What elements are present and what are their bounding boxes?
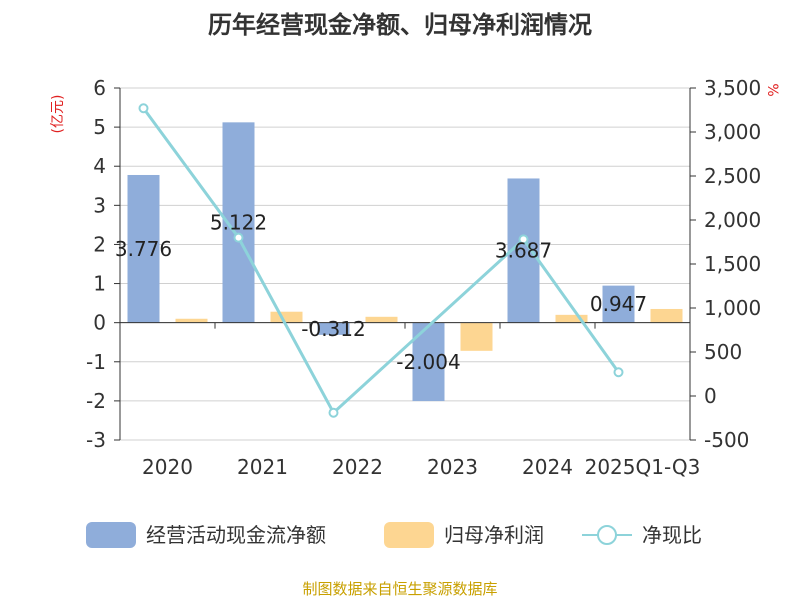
right-axis-unit: % [764,83,780,96]
left-axis-tick-label: -1 [86,350,106,374]
cashflow-data-label: 5.122 [210,211,267,235]
legend-swatch [384,522,434,548]
cashflow-bar [127,174,160,323]
x-axis-tick-label: 2022 [332,455,383,479]
left-axis-tick-label: -2 [86,389,106,413]
left-axis-tick-label: 5 [93,115,106,139]
cashflow-bar [602,285,635,323]
cashflow-data-label: -0.312 [301,317,365,341]
chart-title: 历年经营现金净额、归母净利润情况 [208,11,592,39]
cashflow-data-label: 3.776 [115,237,172,261]
gridlines [120,87,690,441]
right-axis-tick-label: 3,000 [704,120,761,144]
x-axis-tick-label: 2020 [142,455,193,479]
right-axis-tick-label: 0 [704,384,717,408]
net-profit-bar [650,308,683,323]
right-axis-tick-label: -500 [704,428,749,452]
net-profit-bar [270,311,303,323]
legend-label: 经营活动现金流净额 [146,523,326,547]
cashflow-bar [317,322,350,335]
x-axis-tick-label: 2023 [427,455,478,479]
ratio-point [233,232,244,243]
left-axis-tick-label: 1 [93,272,106,296]
cashflow-data-label: -2.004 [396,350,460,374]
right-axis-tick-label: 3,500 [704,76,761,100]
ratio-point [613,367,624,378]
legend-label: 归母净利润 [444,523,544,547]
left-axis-tick-label: 4 [93,154,106,178]
axes: -3 -2 -1 0 1 2 3 4 5 6 -500 0 500 1,000 1,500 2,000 2,50… [86,76,761,479]
net-profit-bar [365,316,398,323]
left-axis-tick-label: 2 [93,232,106,256]
cashflow-data-label: 3.687 [495,239,552,263]
x-axis-tick-label: 2024 [522,455,573,479]
cashflow-data-label: 0.947 [590,292,647,316]
right-axis-tick-label: 2,500 [704,164,761,188]
net-profit-bar [555,314,588,323]
legend-swatch [86,522,136,548]
ratio-point [138,103,149,114]
right-axis-tick-label: 1,000 [704,296,761,320]
net-profit-bar [460,322,493,351]
ratio-line [138,103,624,418]
legend-label: 净现比 [642,523,702,547]
net-profit-bar [175,318,208,323]
source-note: 制图数据来自恒生聚源数据库 [302,580,497,598]
left-axis-tick-label: 3 [93,193,106,217]
ratio-point [328,407,339,418]
left-axis-tick-label: 6 [93,76,106,100]
x-axis-tick-label: 2025Q1-Q3 [585,455,701,479]
legend: 经营活动现金流净额 归母净利润 净现比 [86,522,702,548]
right-axis-tick-label: 500 [704,340,742,364]
data-labels: 3.776 5.122 -0.312 -2.004 3.687 0.947 [115,211,647,374]
legend-circle [597,525,617,545]
left-axis-unit: (亿元) [50,95,66,134]
right-axis-tick-label: 1,500 [704,252,761,276]
right-axis-tick-label: 2,000 [704,208,761,232]
x-axis-tick-label: 2021 [237,455,288,479]
left-axis-tick-label: 0 [93,311,106,335]
left-axis-tick-label: -3 [86,428,106,452]
ratio-point [518,234,529,245]
